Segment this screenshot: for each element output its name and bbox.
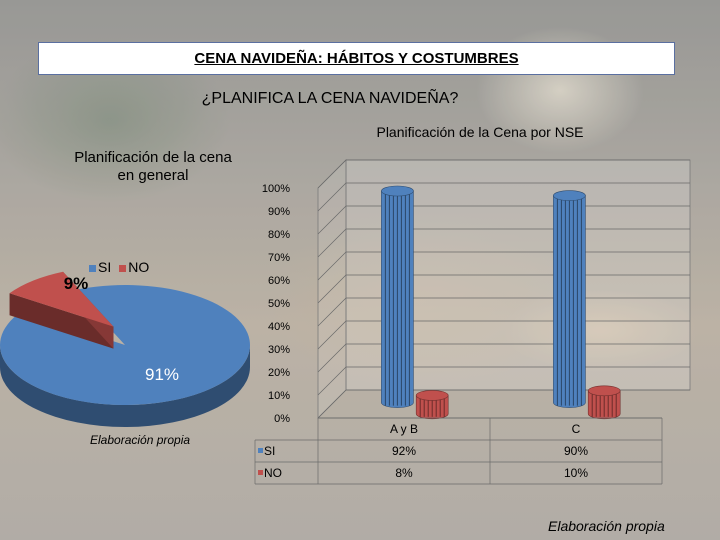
pie-label-si: 91% — [145, 365, 179, 384]
pie-legend-si-label: SI — [98, 259, 112, 275]
bar-gridline — [317, 389, 690, 419]
table-series-name-si: SI — [264, 444, 275, 458]
bar-ytick-label: 30% — [268, 344, 290, 356]
bar-gridline — [317, 182, 690, 212]
bar-cap — [587, 385, 621, 397]
bar-ytick-label: 50% — [268, 298, 290, 310]
bar-ytick-label: 70% — [268, 252, 290, 264]
bar-ytick-label: 90% — [268, 206, 290, 218]
table-value: 10% — [564, 466, 588, 480]
table-value: 92% — [392, 444, 416, 458]
bar-si-0 — [381, 185, 414, 408]
table-value: 8% — [395, 466, 413, 480]
table-category-label: C — [572, 422, 581, 436]
bar-ytick-label: 100% — [262, 183, 290, 195]
bar-cap — [553, 190, 586, 201]
bar-ytick-label: 40% — [268, 321, 290, 333]
bar-no-0 — [415, 390, 449, 420]
bar-ytick-label: 80% — [268, 229, 290, 241]
page-title: CENA NAVIDEÑA: HÁBITOS Y COSTUMBRES — [194, 50, 519, 67]
pie-slice-no — [9, 271, 114, 327]
bar-source-note: Elaboración propia — [548, 518, 665, 534]
bar-ytick-label: 60% — [268, 275, 290, 287]
table-series-name-no: NO — [264, 466, 282, 480]
bar-no-1 — [587, 385, 621, 420]
bar-chart-title: Planificación de la Cena por NSE — [376, 124, 584, 140]
pie-slice-no-side-a — [9, 293, 114, 349]
pie-source-note: Elaboración propia — [90, 433, 191, 447]
bar-gridline — [317, 159, 690, 189]
bar-cap — [415, 390, 449, 401]
bar-ytick-label: 0% — [274, 413, 290, 425]
table-legend-key-si — [258, 448, 263, 453]
pie-slice-si-side — [0, 345, 250, 427]
pie-legend: SI NO — [89, 259, 149, 275]
page-subtitle: ¿PLANIFICA LA CENA NAVIDEÑA? — [201, 90, 459, 107]
pie-label-no: 9% — [64, 274, 89, 293]
bar-si-1 — [553, 190, 586, 408]
bar-ytick-label: 20% — [268, 367, 290, 379]
table-category-label: A y B — [390, 422, 418, 436]
pie-chart-title: Planificación de la cena en general — [74, 149, 232, 184]
bar-ytick-label: 10% — [268, 390, 290, 402]
pie-legend-no-label: NO — [128, 259, 150, 275]
pie-legend-no: NO — [119, 259, 149, 275]
bar-cap — [381, 185, 414, 197]
table-legend-key-no — [258, 470, 263, 475]
pie-slice-si — [0, 285, 250, 405]
title-banner: CENA NAVIDEÑA: HÁBITOS Y COSTUMBRES — [38, 42, 675, 75]
pie-legend-si: SI — [89, 259, 111, 275]
table-value: 90% — [564, 444, 588, 458]
